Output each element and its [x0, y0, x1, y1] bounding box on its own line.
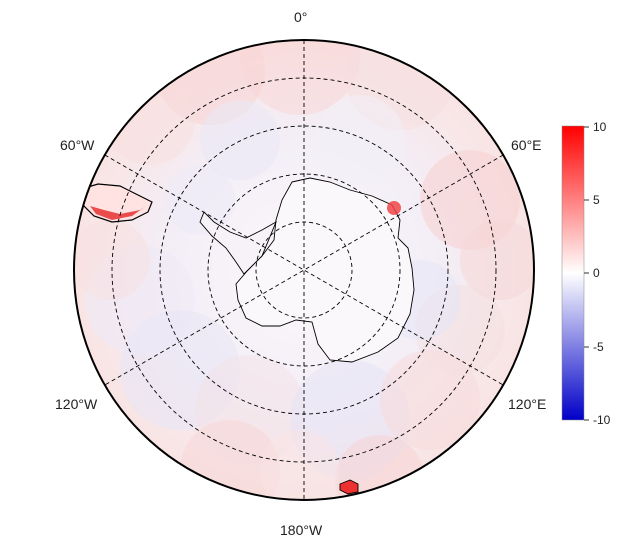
anomaly-patch — [460, 220, 534, 300]
anomaly-patch — [335, 435, 425, 500]
map-boundary — [73, 39, 535, 501]
anomaly-patch — [74, 220, 150, 300]
colorbar-label-minus5: -5 — [593, 340, 604, 354]
south-america-highlight — [90, 206, 146, 220]
colorbar — [561, 125, 585, 421]
anomaly-patch — [200, 100, 280, 180]
graticule — [104, 40, 504, 500]
anomaly-patch — [260, 430, 340, 500]
lon-label-60e: 60°E — [511, 137, 542, 153]
colorbar-label-0: 0 — [593, 266, 600, 280]
lon-label-0: 0° — [294, 9, 308, 25]
colorbar-label-minus10: -10 — [593, 413, 611, 427]
colorbar-label-10: 10 — [593, 120, 607, 134]
colorbar-label-5: 5 — [593, 193, 600, 207]
anomaly-patch — [315, 95, 405, 185]
data-field — [74, 40, 534, 500]
anomaly-patch — [165, 165, 235, 235]
island-south — [339, 479, 359, 495]
anomaly-patch — [380, 350, 480, 450]
anomaly-patch — [105, 75, 195, 165]
colorbar-ticks — [584, 126, 589, 421]
lon-label-120w: 120°W — [55, 396, 98, 412]
anomaly-patch — [240, 40, 360, 115]
lon-label-120e: 120°E — [508, 396, 547, 412]
hotspot-east — [387, 201, 401, 215]
lon-label-60w: 60°W — [60, 137, 95, 153]
lon-label-180: 180°W — [280, 522, 323, 538]
